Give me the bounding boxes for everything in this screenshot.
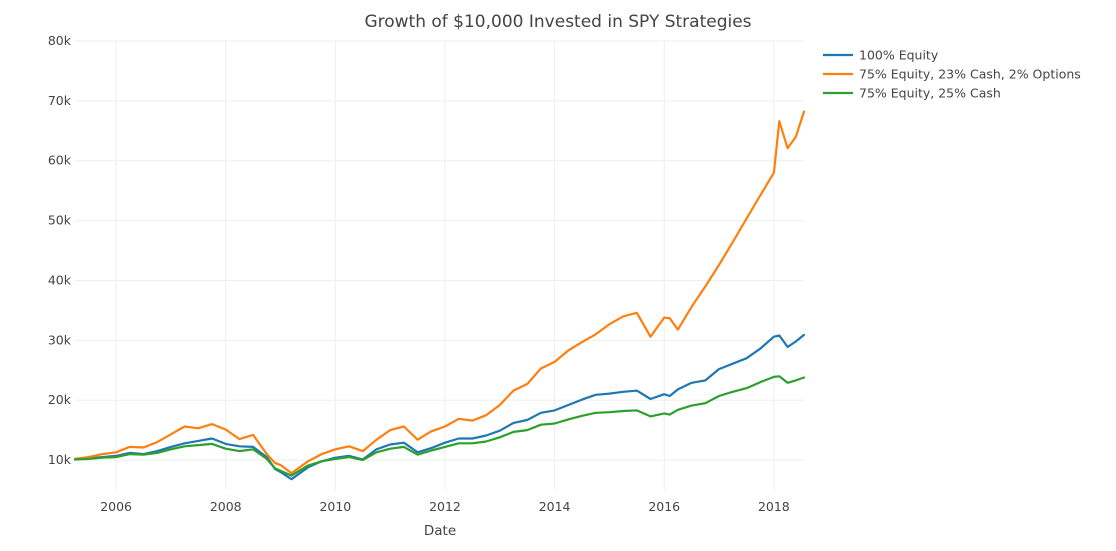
y-tick-label: 60k [48,153,72,168]
y-tick-label: 40k [48,272,72,287]
legend-label: 75% Equity, 25% Cash [859,86,1001,101]
x-tick-label: 2014 [539,499,571,514]
series-line-1 [73,333,806,481]
y-tick-label: 20k [48,392,72,407]
x-tick-label: 2006 [100,499,132,514]
y-tick-label: 50k [48,213,72,228]
legend-item[interactable]: 100% Equity [823,48,939,63]
legend[interactable]: 100% Equity 75% Equity, 23% Cash, 2% Opti… [823,48,1081,101]
y-tick-label: 10k [48,452,72,467]
series-line-3 [73,375,806,477]
legend-label: 100% Equity [859,48,939,63]
x-tick-label: 2008 [210,499,242,514]
x-tick-label: 2018 [758,499,790,514]
x-tick-label: 2012 [429,499,461,514]
chart-title: Growth of $10,000 Invested in SPY Strate… [364,12,751,32]
legend-item[interactable]: 75% Equity, 23% Cash, 2% Options [823,67,1081,82]
y-tick-labels: 10k 20k 30k 40k 50k 60k 70k 80k [48,33,72,467]
x-tick-label: 2010 [319,499,351,514]
y-tick-label: 70k [48,93,72,108]
x-axis-title: Date [424,523,456,539]
y-tick-label: 30k [48,332,72,347]
series-line-2 [73,110,806,475]
x-tick-labels: 2006 2008 2010 2012 2014 2016 2018 [100,499,790,514]
x-tick-label: 2016 [648,499,680,514]
legend-label: 75% Equity, 23% Cash, 2% Options [859,67,1081,82]
series-layer [73,110,806,481]
y-grid-lines [75,40,804,461]
x-grid-lines [115,41,775,490]
legend-item[interactable]: 75% Equity, 25% Cash [823,86,1001,101]
y-tick-label: 80k [48,33,72,48]
